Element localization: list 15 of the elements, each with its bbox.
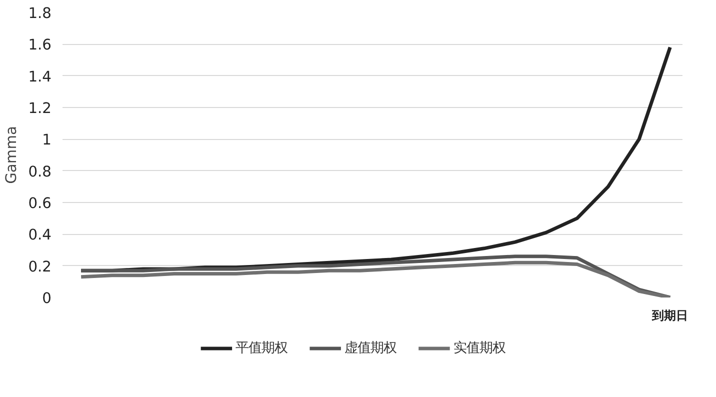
y-axis-title: Gamma bbox=[3, 126, 20, 184]
legend-label: 平值期权 bbox=[236, 341, 288, 356]
y-tick-label: 1.4 bbox=[28, 68, 52, 86]
y-tick-label: 0.8 bbox=[28, 163, 52, 180]
y-tick-label: 0 bbox=[42, 290, 52, 307]
y-tick-label: 0.6 bbox=[28, 195, 52, 212]
legend-label: 虚值期权 bbox=[344, 341, 397, 356]
legend-label: 实值期权 bbox=[453, 341, 506, 356]
y-tick-label: 0.4 bbox=[28, 226, 52, 244]
y-tick-label: 1.6 bbox=[28, 36, 52, 54]
y-tick-label: 1.8 bbox=[28, 5, 52, 22]
y-tick-label: 0.2 bbox=[28, 258, 52, 276]
y-tick-label: 1.2 bbox=[28, 100, 52, 117]
x-tick-label: 到期日 bbox=[651, 308, 688, 322]
y-tick-label: 1 bbox=[42, 132, 52, 149]
